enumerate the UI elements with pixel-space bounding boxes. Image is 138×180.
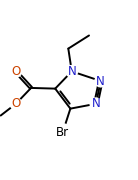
Circle shape xyxy=(66,66,78,77)
Text: O: O xyxy=(11,97,21,110)
Circle shape xyxy=(55,124,71,140)
Circle shape xyxy=(10,98,22,110)
Text: N: N xyxy=(91,97,100,110)
Text: Br: Br xyxy=(56,126,69,139)
Text: N: N xyxy=(96,75,105,87)
Text: O: O xyxy=(11,65,21,78)
Circle shape xyxy=(95,75,107,87)
Circle shape xyxy=(90,98,102,110)
Circle shape xyxy=(10,66,22,77)
Text: N: N xyxy=(67,65,76,78)
